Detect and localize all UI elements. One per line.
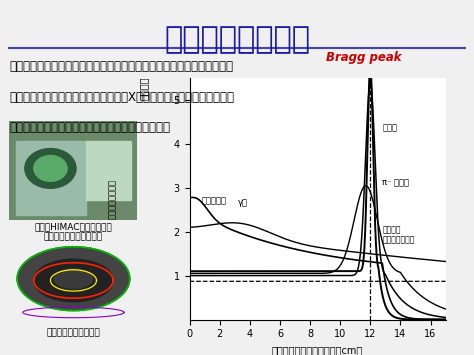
Text: π⁻ 中間子: π⁻ 中間子: [383, 179, 410, 188]
Text: 放医研HIMACの治療照射室
（水平・垂直２門照射）: 放医研HIMACの治療照射室 （水平・垂直２門照射）: [35, 222, 112, 241]
Bar: [86, 141, 131, 200]
Text: 線量分布（子宮頸癌）: 線量分布（子宮頸癌）: [46, 328, 100, 337]
Text: 相対線量: 相対線量: [138, 76, 148, 99]
Text: ・がん細胞に対する致死効果が高い（X線が効きにくいがんにも有効）: ・がん細胞に対する致死効果が高い（X線が効きにくいがんにも有効）: [9, 91, 235, 104]
Ellipse shape: [17, 247, 130, 311]
X-axis label: からだの表面からの深さ（cm）: からだの表面からの深さ（cm）: [272, 345, 363, 355]
Ellipse shape: [54, 269, 92, 288]
Bar: [16, 141, 86, 215]
Circle shape: [34, 155, 67, 181]
Text: ・病巣への線量の集中度が良い（正常組織の被ばくと副作用が少ない）: ・病巣への線量の集中度が良い（正常組織の被ばくと副作用が少ない）: [9, 60, 234, 73]
Ellipse shape: [34, 259, 113, 302]
Text: 陽子線: 陽子線: [383, 124, 397, 133]
Text: 重粒子線がん治療: 重粒子線がん治療: [164, 25, 310, 54]
Text: Bragg peak: Bragg peak: [326, 51, 402, 64]
Text: 重粒子線
（炭素線など）: 重粒子線 （炭素線など）: [383, 225, 415, 245]
Text: ・少ない照射回数で治療できる（短期間で治せる）: ・少ない照射回数で治療できる（短期間で治せる）: [9, 121, 171, 134]
Text: γ線: γ線: [238, 198, 248, 207]
Text: 速中性子線: 速中性子線: [201, 196, 227, 205]
Circle shape: [25, 148, 76, 188]
Text: （放射線の強さ）: （放射線の強さ）: [109, 179, 117, 219]
